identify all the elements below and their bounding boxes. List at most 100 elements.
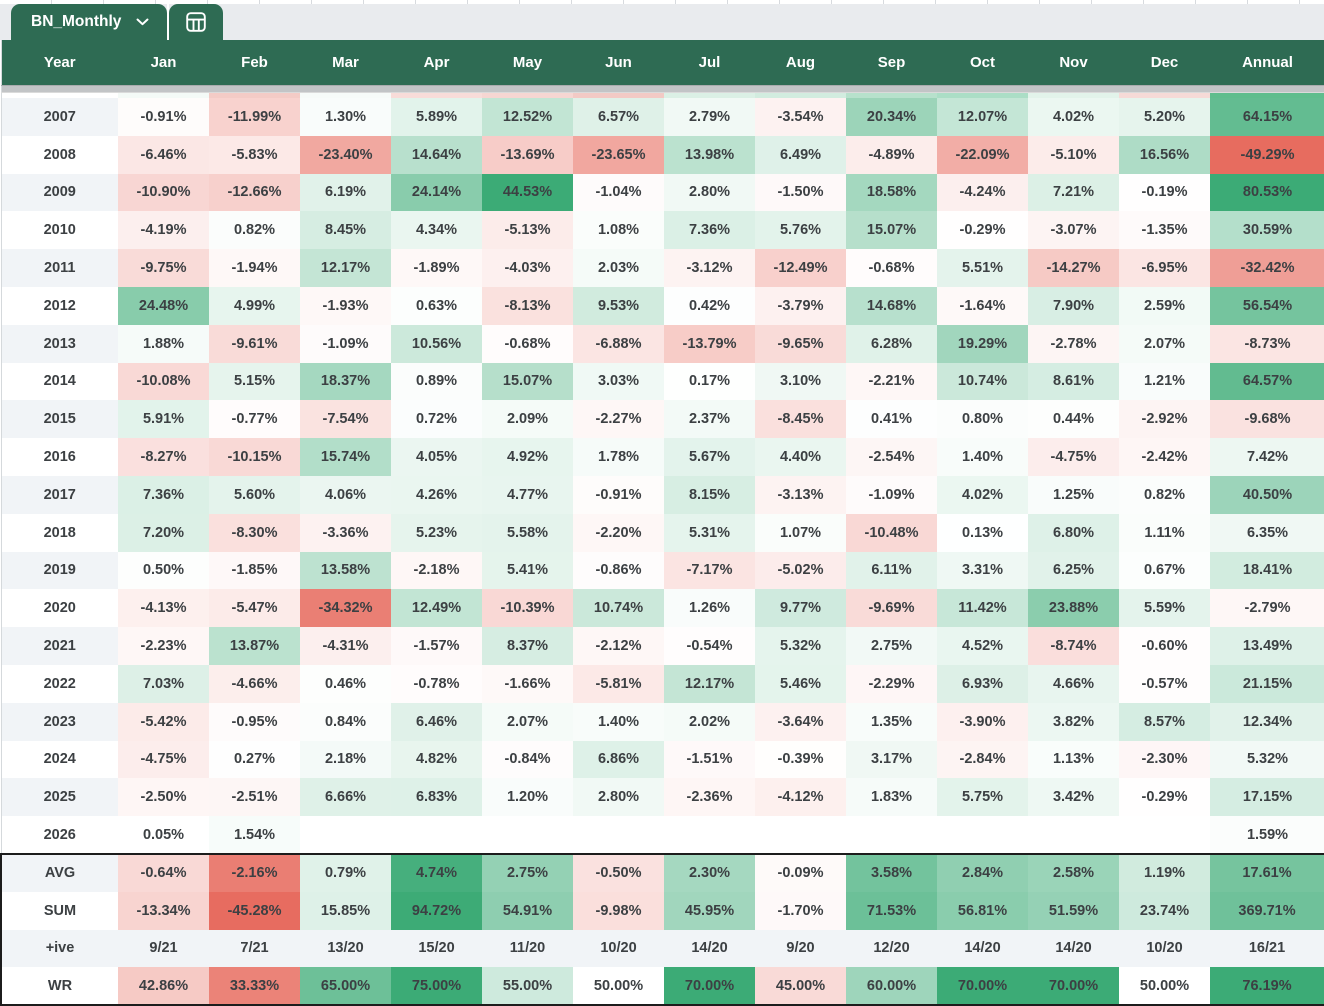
value-cell[interactable]: 13.98% [664,135,755,174]
value-cell[interactable]: -2.18% [391,551,482,590]
value-cell[interactable]: -2.27% [573,400,664,439]
value-cell[interactable]: -8.27% [118,438,209,476]
value-cell[interactable]: -3.12% [664,249,755,287]
value-cell[interactable]: -0.68% [846,249,937,287]
value-cell[interactable]: -7.54% [300,400,391,439]
value-cell[interactable]: 7.03% [118,664,209,703]
value-cell[interactable]: 1.07% [755,513,846,552]
value-cell[interactable]: -3.13% [755,475,846,514]
value-cell[interactable]: 51.59% [1028,891,1119,930]
value-cell[interactable]: 33.33% [209,967,300,1006]
row-year[interactable]: 2015 [1,400,118,439]
value-cell[interactable]: -2.12% [573,627,664,665]
column-header-apr[interactable]: Apr [391,40,482,85]
value-cell[interactable]: 5.89% [391,98,482,136]
value-cell[interactable]: 4.82% [391,740,482,779]
value-cell[interactable]: 0.79% [300,852,391,892]
value-cell[interactable]: 6.19% [300,173,391,212]
value-cell[interactable]: 5.31% [664,513,755,552]
value-cell[interactable]: 60.00% [846,967,937,1006]
value-cell[interactable]: 7.21% [1028,173,1119,212]
value-cell[interactable]: -5.81% [573,664,664,703]
value-cell[interactable]: 23.88% [1028,589,1119,628]
value-cell[interactable]: 7.90% [1028,286,1119,325]
value-cell[interactable]: 4.02% [1028,98,1119,136]
value-cell[interactable]: -5.47% [209,589,300,628]
value-cell[interactable]: 9.53% [573,286,664,325]
value-cell[interactable]: 7.36% [664,211,755,250]
value-cell[interactable]: 6.86% [573,740,664,779]
value-cell[interactable]: -0.86% [573,551,664,590]
value-cell[interactable]: 0.67% [1119,551,1210,590]
value-cell[interactable]: 369.71% [1210,891,1324,930]
value-cell[interactable]: -8.30% [209,513,300,552]
value-cell[interactable]: -14.27% [1028,249,1119,287]
value-cell[interactable]: 11/20 [482,929,573,968]
value-cell[interactable]: 5.32% [755,627,846,665]
row-year[interactable]: 2021 [1,627,118,665]
value-cell[interactable]: -8.13% [482,286,573,325]
value-cell[interactable]: 76.19% [1210,967,1324,1006]
value-cell[interactable]: 2.09% [482,400,573,439]
column-header-may[interactable]: May [482,40,573,85]
value-cell[interactable]: -4.24% [937,173,1028,212]
value-cell[interactable]: -0.91% [118,98,209,136]
value-cell[interactable]: 1.11% [1119,513,1210,552]
value-cell[interactable]: 2.02% [664,702,755,741]
value-cell[interactable]: 4.06% [300,475,391,514]
value-cell[interactable]: 4.74% [391,852,482,892]
value-cell[interactable]: 0.17% [664,362,755,401]
value-cell[interactable]: -6.88% [573,324,664,363]
value-cell[interactable]: 2.37% [664,400,755,439]
value-cell[interactable]: 10.74% [937,362,1028,401]
value-cell[interactable]: 14.68% [846,286,937,325]
value-cell[interactable]: -4.75% [1028,438,1119,476]
chevron-down-icon[interactable] [136,18,149,26]
value-cell[interactable]: -0.29% [1119,778,1210,817]
row-year[interactable]: 2016 [1,438,118,476]
value-cell[interactable]: -4.31% [300,627,391,665]
value-cell[interactable]: 65.00% [300,967,391,1006]
value-cell[interactable]: -5.10% [1028,135,1119,174]
value-cell[interactable]: 6.28% [846,324,937,363]
value-cell[interactable]: 5.91% [118,400,209,439]
value-cell[interactable]: -3.54% [755,98,846,136]
value-cell[interactable]: 42.86% [118,967,209,1006]
value-cell[interactable] [846,816,937,854]
value-cell[interactable]: 3.03% [573,362,664,401]
value-cell[interactable]: 5.76% [755,211,846,250]
value-cell[interactable]: 45.00% [755,967,846,1006]
value-cell[interactable]: 2.07% [1119,324,1210,363]
value-cell[interactable]: 7.42% [1210,438,1324,476]
value-cell[interactable]: 3.17% [846,740,937,779]
value-cell[interactable]: 18.37% [300,362,391,401]
value-cell[interactable]: 45.95% [664,891,755,930]
value-cell[interactable]: 10.74% [573,589,664,628]
value-cell[interactable]: -2.36% [664,778,755,817]
value-cell[interactable]: 0.82% [209,211,300,250]
value-cell[interactable]: 14/20 [937,929,1028,968]
value-cell[interactable]: -1.93% [300,286,391,325]
value-cell[interactable]: -0.09% [755,852,846,892]
value-cell[interactable]: 2.75% [482,852,573,892]
value-cell[interactable]: -2.29% [846,664,937,703]
value-cell[interactable]: -1.85% [209,551,300,590]
value-cell[interactable]: -1.70% [755,891,846,930]
value-cell[interactable]: 1.40% [937,438,1028,476]
value-cell[interactable]: 1.78% [573,438,664,476]
value-cell[interactable]: 5.67% [664,438,755,476]
value-cell[interactable]: 4.77% [482,475,573,514]
value-cell[interactable]: -1.57% [391,627,482,665]
value-cell[interactable]: -4.66% [209,664,300,703]
value-cell[interactable]: 1.20% [482,778,573,817]
value-cell[interactable]: 13.87% [209,627,300,665]
value-cell[interactable]: -2.50% [118,778,209,817]
value-cell[interactable]: -4.75% [118,740,209,779]
value-cell[interactable]: 2.79% [664,98,755,136]
value-cell[interactable]: -3.79% [755,286,846,325]
value-cell[interactable]: -9.69% [846,589,937,628]
value-cell[interactable]: 13/20 [300,929,391,968]
row-year[interactable]: 2011 [1,249,118,287]
value-cell[interactable]: 18.58% [846,173,937,212]
row-year[interactable]: 2010 [1,211,118,250]
